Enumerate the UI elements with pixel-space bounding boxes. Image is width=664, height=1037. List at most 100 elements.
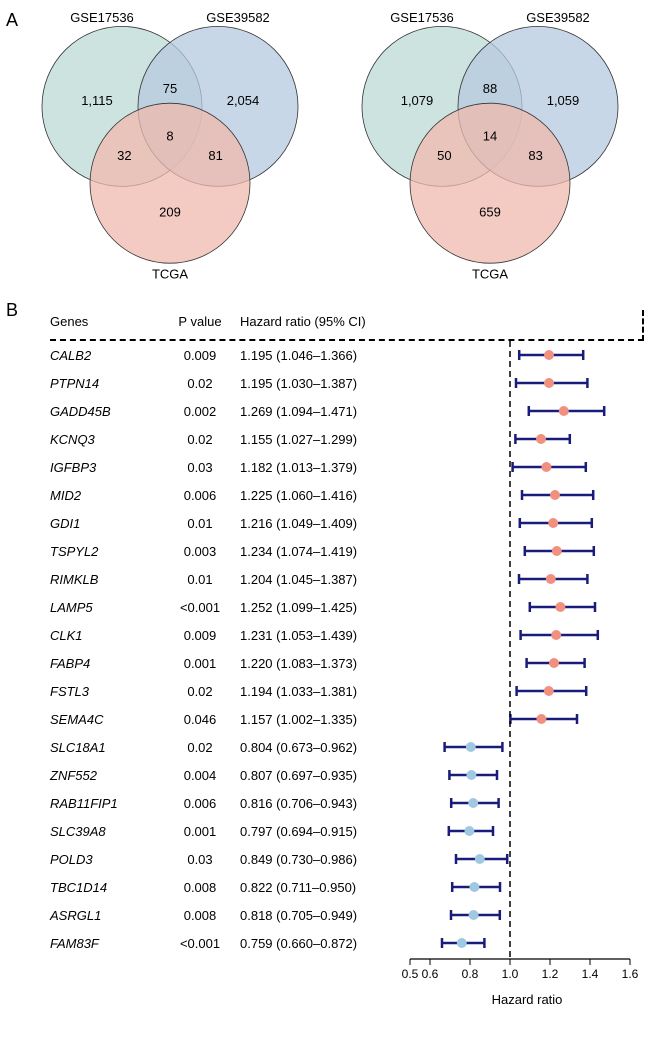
- gene-name: GDI1: [50, 516, 160, 531]
- svg-text:GSE17536: GSE17536: [70, 10, 134, 25]
- svg-text:8: 8: [166, 128, 173, 143]
- hr-text: 0.816 (0.706–0.943): [240, 796, 410, 811]
- hr-text: 0.849 (0.730–0.986): [240, 852, 410, 867]
- p-value: 0.008: [160, 908, 240, 923]
- table-row: FAM83F<0.0010.759 (0.660–0.872): [50, 929, 644, 957]
- gene-name: SLC39A8: [50, 824, 160, 839]
- table-row: MID20.0061.225 (1.060–1.416): [50, 481, 644, 509]
- hr-text: 1.231 (1.053–1.439): [240, 628, 410, 643]
- header-hr: Hazard ratio (95% CI): [240, 310, 410, 333]
- p-value: 0.02: [160, 376, 240, 391]
- svg-text:TCGA: TCGA: [472, 267, 508, 282]
- gene-name: TSPYL2: [50, 544, 160, 559]
- svg-text:14: 14: [483, 128, 497, 143]
- table-row: RIMKLB0.011.204 (1.045–1.387): [50, 565, 644, 593]
- svg-text:1,059: 1,059: [547, 93, 580, 108]
- svg-text:83: 83: [528, 148, 542, 163]
- hr-text: 1.194 (1.033–1.381): [240, 684, 410, 699]
- gene-name: FSTL3: [50, 684, 160, 699]
- gene-name: MID2: [50, 488, 160, 503]
- panel-a-label: A: [6, 10, 18, 31]
- hr-text: 1.269 (1.094–1.471): [240, 404, 410, 419]
- table-row: CLK10.0091.231 (1.053–1.439): [50, 621, 644, 649]
- hr-text: 1.216 (1.049–1.409): [240, 516, 410, 531]
- axis-tick-label: 0.8: [462, 967, 479, 981]
- hr-text: 0.807 (0.697–0.935): [240, 768, 410, 783]
- table-row: GDI10.011.216 (1.049–1.409): [50, 509, 644, 537]
- svg-text:50: 50: [437, 148, 451, 163]
- hr-text: 0.822 (0.711–0.950): [240, 880, 410, 895]
- svg-text:GSE39582: GSE39582: [206, 10, 270, 25]
- p-value: 0.002: [160, 404, 240, 419]
- hr-text: 1.220 (1.083–1.373): [240, 656, 410, 671]
- gene-name: FAM83F: [50, 936, 160, 951]
- gene-name: FABP4: [50, 656, 160, 671]
- table-row: RAB11FIP10.0060.816 (0.706–0.943): [50, 789, 644, 817]
- svg-text:659: 659: [479, 205, 501, 220]
- p-value: 0.009: [160, 628, 240, 643]
- hr-text: 1.155 (1.027–1.299): [240, 432, 410, 447]
- venn-diagram-2: 1,0791,05965988508314GSE17536GSE39582TCG…: [340, 0, 640, 290]
- p-value: 0.009: [160, 348, 240, 363]
- gene-name: CLK1: [50, 628, 160, 643]
- svg-text:1,115: 1,115: [81, 93, 113, 108]
- table-row: KCNQ30.021.155 (1.027–1.299): [50, 425, 644, 453]
- hr-text: 1.252 (1.099–1.425): [240, 600, 410, 615]
- svg-text:2,054: 2,054: [227, 93, 260, 108]
- panel-b: B Genes P value Hazard ratio (95% CI) CA…: [0, 300, 664, 1037]
- hr-text: 1.234 (1.074–1.419): [240, 544, 410, 559]
- table-row: CALB20.0091.195 (1.046–1.366): [50, 341, 644, 369]
- p-value: 0.001: [160, 656, 240, 671]
- axis-title: Hazard ratio: [492, 992, 563, 1007]
- hr-text: 1.195 (1.046–1.366): [240, 348, 410, 363]
- axis-tick-label: 1.0: [502, 967, 519, 981]
- hr-text: 0.818 (0.705–0.949): [240, 908, 410, 923]
- p-value: 0.01: [160, 572, 240, 587]
- axis-tick-label: 0.5: [402, 967, 419, 981]
- gene-name: SEMA4C: [50, 712, 160, 727]
- hr-text: 0.759 (0.660–0.872): [240, 936, 410, 951]
- table-row: SLC18A10.020.804 (0.673–0.962): [50, 733, 644, 761]
- gene-name: TBC1D14: [50, 880, 160, 895]
- axis-tick-label: 1.6: [622, 967, 639, 981]
- p-value: <0.001: [160, 600, 240, 615]
- table-row: TBC1D140.0080.822 (0.711–0.950): [50, 873, 644, 901]
- hr-text: 1.195 (1.030–1.387): [240, 376, 410, 391]
- p-value: 0.02: [160, 740, 240, 755]
- table-row: POLD30.030.849 (0.730–0.986): [50, 845, 644, 873]
- gene-name: RAB11FIP1: [50, 796, 160, 811]
- table-row: SEMA4C0.0461.157 (1.002–1.335): [50, 705, 644, 733]
- svg-text:TCGA: TCGA: [152, 267, 188, 282]
- gene-name: SLC18A1: [50, 740, 160, 755]
- gene-name: RIMKLB: [50, 572, 160, 587]
- hr-text: 1.157 (1.002–1.335): [240, 712, 410, 727]
- svg-text:GSE39582: GSE39582: [526, 10, 590, 25]
- axis-tick-label: 1.2: [542, 967, 559, 981]
- forest-header: Genes P value Hazard ratio (95% CI): [50, 310, 644, 341]
- table-row: FABP40.0011.220 (1.083–1.373): [50, 649, 644, 677]
- hr-text: 1.225 (1.060–1.416): [240, 488, 410, 503]
- hr-text: 0.797 (0.694–0.915): [240, 824, 410, 839]
- svg-text:1,079: 1,079: [401, 93, 434, 108]
- p-value: 0.03: [160, 460, 240, 475]
- gene-name: POLD3: [50, 852, 160, 867]
- panel-b-label: B: [6, 300, 18, 321]
- svg-text:209: 209: [159, 205, 181, 220]
- p-value: 0.03: [160, 852, 240, 867]
- hr-text: 1.182 (1.013–1.379): [240, 460, 410, 475]
- p-value: 0.006: [160, 488, 240, 503]
- table-row: SLC39A80.0010.797 (0.694–0.915): [50, 817, 644, 845]
- axis-tick-label: 0.6: [422, 967, 439, 981]
- p-value: 0.01: [160, 516, 240, 531]
- svg-text:81: 81: [208, 148, 222, 163]
- gene-name: KCNQ3: [50, 432, 160, 447]
- table-row: TSPYL20.0031.234 (1.074–1.419): [50, 537, 644, 565]
- hr-text: 0.804 (0.673–0.962): [240, 740, 410, 755]
- table-row: PTPN140.021.195 (1.030–1.387): [50, 369, 644, 397]
- table-row: GADD45B0.0021.269 (1.094–1.471): [50, 397, 644, 425]
- axis-tick-label: 1.4: [582, 967, 599, 981]
- table-row: LAMP5<0.0011.252 (1.099–1.425): [50, 593, 644, 621]
- gene-name: ASRGL1: [50, 908, 160, 923]
- p-value: 0.02: [160, 432, 240, 447]
- svg-text:88: 88: [483, 81, 497, 96]
